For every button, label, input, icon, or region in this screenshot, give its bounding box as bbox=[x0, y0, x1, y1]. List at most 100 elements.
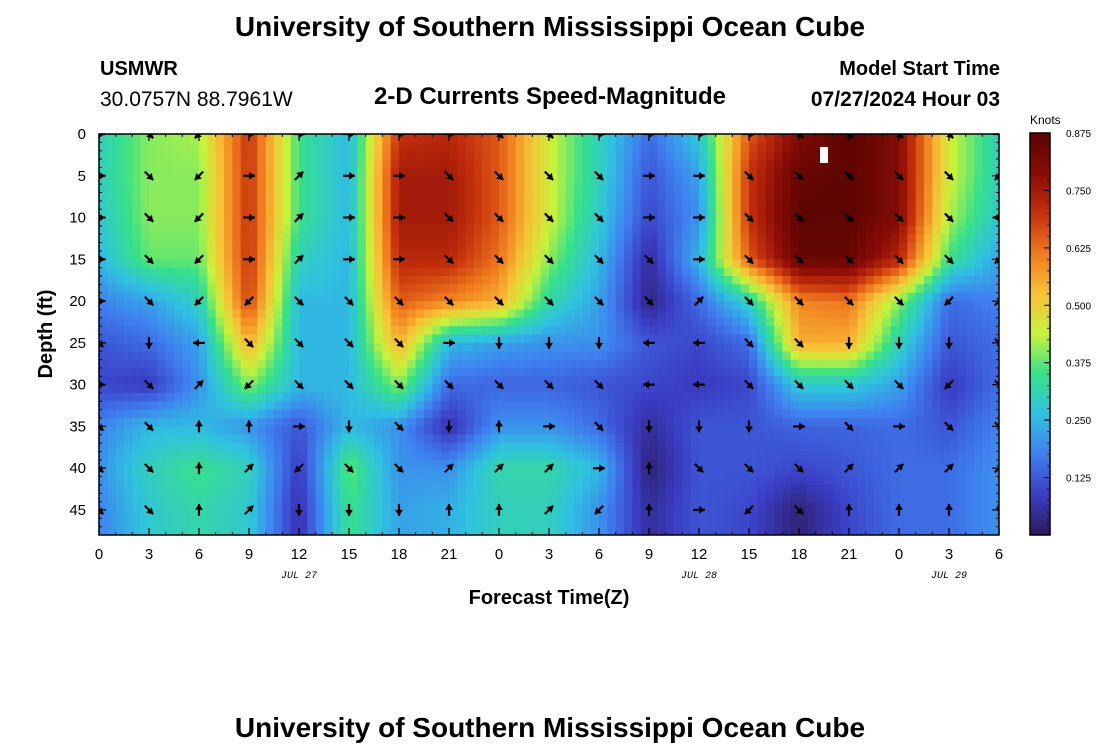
heat-cell bbox=[199, 434, 208, 444]
heat-cell bbox=[815, 493, 825, 503]
heat-cell bbox=[440, 225, 450, 235]
heat-cell bbox=[265, 468, 275, 478]
heat-cell bbox=[874, 242, 883, 252]
heat-cell bbox=[540, 359, 550, 369]
heat-cell bbox=[265, 209, 275, 219]
heat-cell bbox=[699, 501, 708, 511]
heat-cell bbox=[140, 409, 150, 419]
heat-cell bbox=[540, 426, 550, 436]
heat-cell bbox=[932, 242, 942, 252]
heat-cell bbox=[607, 376, 617, 386]
heat-cell bbox=[574, 459, 583, 469]
heat-cell bbox=[724, 392, 733, 402]
heat-cell bbox=[940, 367, 950, 377]
heat-cell bbox=[632, 476, 642, 486]
heat-cell bbox=[157, 351, 167, 361]
heat-cell bbox=[682, 493, 692, 503]
heat-cell bbox=[557, 200, 567, 210]
heat-cell bbox=[724, 225, 733, 235]
heat-cell bbox=[357, 225, 367, 235]
heat-cell bbox=[315, 267, 325, 277]
heat-cell bbox=[732, 418, 742, 427]
heat-cell bbox=[815, 342, 825, 352]
heat-cell bbox=[357, 292, 367, 302]
heat-cell bbox=[482, 392, 492, 402]
heat-cell bbox=[599, 384, 608, 394]
heat-cell bbox=[832, 309, 842, 319]
heat-cell bbox=[757, 342, 767, 352]
heat-cell bbox=[282, 392, 292, 402]
heat-cell bbox=[990, 501, 999, 511]
heat-cell bbox=[224, 518, 233, 528]
heat-cell bbox=[857, 217, 867, 227]
heat-cell bbox=[324, 200, 333, 210]
heat-cell bbox=[740, 317, 750, 327]
heat-cell bbox=[415, 317, 425, 327]
heat-cell bbox=[515, 359, 525, 369]
heat-cell bbox=[274, 276, 283, 285]
heat-cell bbox=[424, 376, 433, 386]
heat-cell bbox=[440, 217, 450, 227]
heat-cell bbox=[907, 292, 917, 302]
heat-cell bbox=[949, 326, 958, 336]
heat-cell bbox=[824, 418, 833, 427]
heat-cell bbox=[957, 334, 967, 344]
heat-cell bbox=[374, 418, 383, 427]
heat-cell bbox=[265, 342, 275, 352]
heat-cell bbox=[224, 209, 233, 219]
heat-cell bbox=[574, 384, 583, 394]
heat-cell bbox=[482, 276, 492, 285]
heat-cell bbox=[690, 242, 700, 252]
heat-cell bbox=[182, 317, 192, 327]
heat-cell bbox=[832, 459, 842, 469]
heat-cell bbox=[907, 284, 917, 294]
main-title: University of Southern Mississippi Ocean… bbox=[235, 11, 865, 42]
heat-cell bbox=[699, 192, 708, 202]
heat-cell bbox=[924, 443, 933, 453]
heat-cell bbox=[765, 451, 775, 461]
heat-cell bbox=[657, 142, 667, 152]
heat-cell bbox=[449, 384, 458, 394]
heat-cell bbox=[224, 225, 233, 235]
heat-cell bbox=[415, 476, 425, 486]
heat-cell bbox=[715, 351, 725, 361]
heat-cell bbox=[165, 309, 175, 319]
heat-cell bbox=[199, 459, 208, 469]
heat-cell bbox=[574, 259, 583, 269]
heat-cell bbox=[857, 209, 867, 219]
heat-cell bbox=[932, 401, 942, 411]
heat-cell bbox=[790, 276, 800, 285]
heat-cell bbox=[182, 451, 192, 461]
heat-cell bbox=[99, 334, 108, 344]
heat-cell bbox=[824, 242, 833, 252]
heat-cell bbox=[799, 443, 808, 453]
heat-cell bbox=[190, 242, 200, 252]
heat-cell bbox=[615, 259, 625, 269]
heat-cell bbox=[590, 426, 600, 436]
heat-cell bbox=[640, 309, 650, 319]
heat-cell bbox=[832, 217, 842, 227]
heat-cell bbox=[299, 309, 308, 319]
heat-cell bbox=[924, 184, 933, 194]
heat-cell bbox=[749, 159, 758, 169]
heat-cell bbox=[332, 142, 342, 152]
heat-cell bbox=[982, 217, 992, 227]
heat-cell bbox=[865, 209, 875, 219]
heat-cell bbox=[957, 459, 967, 469]
heat-cell bbox=[357, 401, 367, 411]
heat-cell bbox=[340, 392, 350, 402]
heat-cell bbox=[124, 484, 133, 494]
heat-cell bbox=[882, 484, 892, 494]
heat-cell bbox=[657, 250, 667, 260]
heat-cell bbox=[874, 409, 883, 419]
heat-cell bbox=[399, 317, 408, 327]
heat-cell bbox=[340, 409, 350, 419]
heat-cell bbox=[132, 401, 142, 411]
heat-cell bbox=[449, 175, 458, 185]
heat-cell bbox=[432, 443, 442, 453]
heat-cell bbox=[132, 209, 142, 219]
heat-cell bbox=[924, 217, 933, 227]
heat-cell bbox=[532, 459, 542, 469]
heat-cell bbox=[282, 317, 292, 327]
heat-cell bbox=[265, 418, 275, 427]
